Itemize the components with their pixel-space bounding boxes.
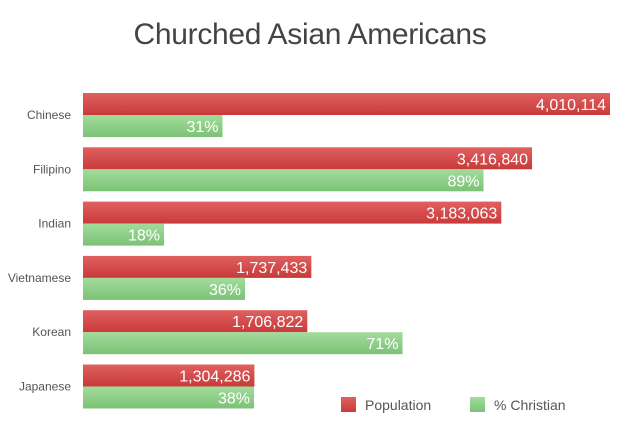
data-label-christian: 38% bbox=[218, 391, 250, 408]
bar-christian bbox=[83, 223, 164, 246]
category-label: Indian bbox=[38, 217, 71, 231]
data-label-population: 1,304,286 bbox=[179, 369, 250, 386]
category-label: Japanese bbox=[19, 380, 71, 394]
category-label: Filipino bbox=[33, 162, 71, 176]
data-label-christian: 71% bbox=[366, 336, 398, 353]
bar-christian bbox=[83, 115, 223, 137]
legend-label-christian: % Christian bbox=[494, 397, 566, 413]
data-label-christian: 36% bbox=[209, 282, 241, 299]
data-label-population: 4,010,114 bbox=[536, 97, 606, 114]
data-label-christian: 18% bbox=[128, 228, 160, 245]
bar-population bbox=[83, 201, 502, 224]
data-label-population: 3,416,840 bbox=[457, 151, 528, 168]
legend-swatch-population bbox=[341, 397, 356, 412]
data-label-christian: 31% bbox=[186, 119, 218, 136]
legend-swatch-christian bbox=[470, 397, 485, 412]
legend: Population % Christian bbox=[341, 397, 566, 413]
category-label: Vietnamese bbox=[8, 271, 71, 285]
bar-population bbox=[83, 255, 312, 278]
bar-christian bbox=[83, 169, 484, 192]
bar-christian bbox=[83, 332, 403, 355]
bar-christian bbox=[83, 386, 254, 409]
bar-population bbox=[83, 364, 255, 387]
data-label-christian: 89% bbox=[447, 173, 479, 190]
data-label-population: 1,737,433 bbox=[236, 260, 307, 277]
category-label: Korean bbox=[32, 325, 71, 339]
chart-title: Churched Asian Americans bbox=[133, 18, 487, 51]
data-label-population: 1,706,822 bbox=[232, 314, 303, 331]
bar-population bbox=[83, 310, 308, 333]
bar-christian bbox=[83, 277, 245, 300]
category-label: Chinese bbox=[27, 108, 71, 122]
data-label-population: 3,183,063 bbox=[426, 206, 497, 223]
bar-population bbox=[83, 93, 610, 115]
bar-population bbox=[83, 147, 533, 170]
legend-label-population: Population bbox=[365, 397, 431, 413]
